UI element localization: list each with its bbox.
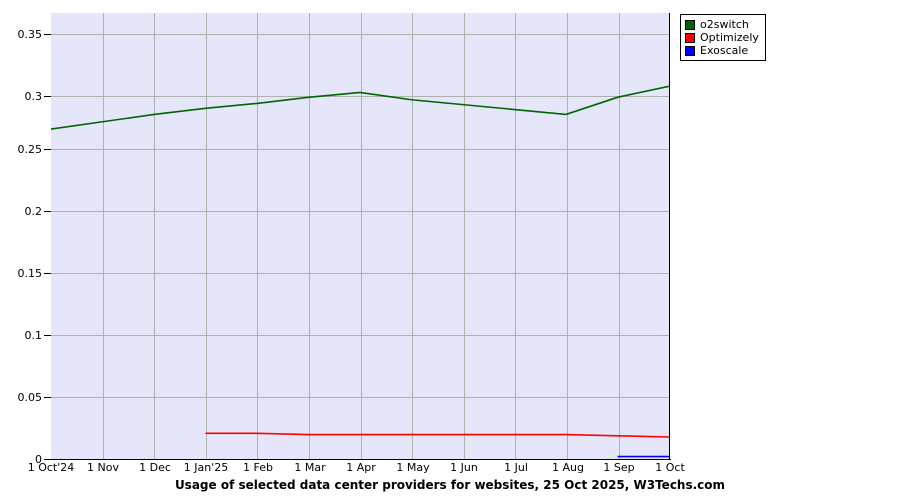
series-line-optimizely	[205, 432, 669, 438]
gridline-v-1-aug	[567, 13, 568, 459]
y-tick-mark-035	[44, 34, 52, 35]
chart-legend: o2switch Optimizely Exoscale	[680, 14, 766, 61]
chart-caption: Usage of selected data center providers …	[174, 478, 726, 492]
legend-item-exoscale[interactable]: Exoscale	[685, 44, 759, 57]
series-line-o2switch	[51, 85, 669, 130]
legend-item-optimizely[interactable]: Optimizely	[685, 31, 759, 44]
gridline-v-1-feb	[257, 13, 258, 459]
x-tick-label-1-oct24: 1 Oct'24	[27, 461, 75, 474]
y-tick-mark-015	[44, 273, 52, 274]
gridline-h-03	[51, 96, 669, 97]
legend-swatch-icon-exoscale	[685, 45, 695, 56]
x-tick-label-1-dec: 1 Dec	[139, 461, 171, 474]
y-tick-mark-025	[44, 149, 52, 150]
x-tick-label-1-feb: 1 Feb	[243, 461, 273, 474]
gridline-h-015	[51, 273, 669, 274]
series-layer	[51, 85, 669, 458]
gridline-v-1-nov	[103, 13, 104, 459]
y-tick-mark-03	[44, 96, 52, 97]
legend-swatch-icon-o2switch	[685, 19, 695, 30]
y-axis-labels: 0 0.05 0.1 0.15 0.2 0.25 0.3 0.35	[0, 0, 43, 470]
gridline-h-005	[51, 397, 669, 398]
y-tick-label-035: 0.35	[17, 28, 43, 41]
legend-label-exoscale: Exoscale	[700, 44, 749, 57]
x-tick-label-1-aug: 1 Aug	[552, 461, 584, 474]
y-tick-label-02: 0.2	[24, 205, 43, 218]
x-tick-label-1-oct: 1 Oct	[655, 461, 685, 474]
x-tick-label-1-jul: 1 Jul	[504, 461, 528, 474]
gridline-v-1-may	[412, 13, 413, 459]
y-tick-mark-005	[44, 397, 52, 398]
y-tick-label-025: 0.25	[17, 143, 43, 156]
y-tick-label-015: 0.15	[17, 267, 43, 280]
gridline-v-1-jun	[464, 13, 465, 459]
x-tick-label-1-mar: 1 Mar	[294, 461, 326, 474]
gridline-h-01	[51, 335, 669, 336]
y-tick-mark-02	[44, 211, 52, 212]
gridline-v-1-jul	[515, 13, 516, 459]
x-tick-label-1-may: 1 May	[396, 461, 430, 474]
legend-label-optimizely: Optimizely	[700, 31, 759, 44]
gridline-h-02	[51, 211, 669, 212]
x-tick-label-1-jan25: 1 Jan'25	[183, 461, 229, 474]
y-tick-label-01: 0.1	[24, 329, 43, 342]
x-axis-line	[44, 459, 671, 460]
legend-label-o2switch: o2switch	[700, 18, 749, 31]
gridline-h-025	[51, 149, 669, 150]
gridline-v-1-apr	[361, 13, 362, 459]
plot-area	[51, 13, 670, 459]
gridline-v-1-dec	[154, 13, 155, 459]
x-tick-label-1-apr: 1 Apr	[346, 461, 376, 474]
gridline-v-1-sep	[619, 13, 620, 459]
gridline-v-1-jan25	[206, 13, 207, 459]
gridline-h-035	[51, 34, 669, 35]
gridline-v-1-mar	[309, 13, 310, 459]
legend-item-o2switch[interactable]: o2switch	[685, 18, 759, 31]
x-tick-label-1-nov: 1 Nov	[87, 461, 119, 474]
y-tick-label-0: 0	[35, 453, 42, 466]
y-tick-mark-01	[44, 335, 52, 336]
y-tick-label-005: 0.05	[17, 391, 43, 404]
x-tick-label-1-jun: 1 Jun	[450, 461, 478, 474]
x-tick-label-1-sep: 1 Sep	[603, 461, 635, 474]
legend-swatch-icon-optimizely	[685, 32, 695, 43]
y-tick-label-03: 0.3	[24, 90, 43, 103]
